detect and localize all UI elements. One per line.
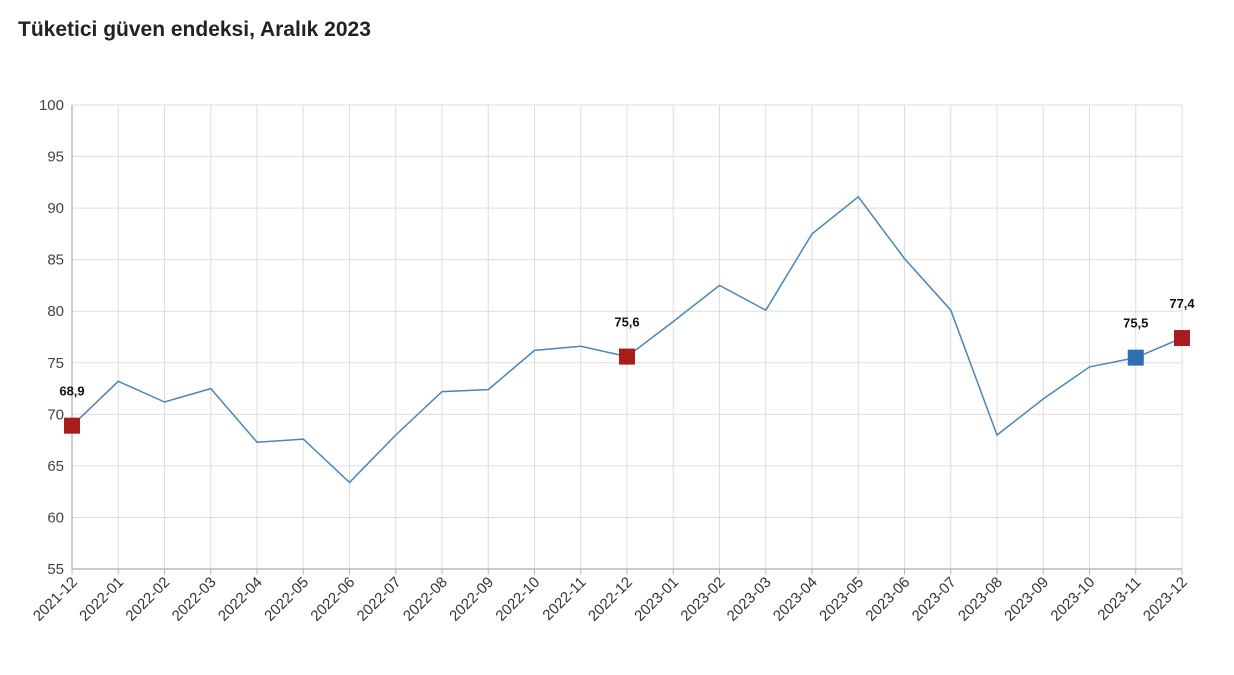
y-tick-labels: 55 60 65 70 75 80 85 90 95 100 [39, 97, 64, 578]
y-tick-label: 85 [47, 252, 64, 269]
x-tick-label: 2022-09 [446, 574, 497, 625]
x-tick-label: 2021-12 [30, 574, 81, 625]
data-label: 68,9 [59, 384, 84, 399]
data-label: 75,5 [1123, 316, 1148, 331]
x-tick-label: 2022-10 [492, 574, 543, 625]
x-tick-label: 2023-01 [631, 574, 682, 625]
data-label: 75,6 [614, 315, 639, 330]
x-tick-label: 2022-07 [354, 574, 405, 625]
x-tick-label: 2022-11 [539, 574, 589, 624]
y-tick-label: 90 [47, 200, 64, 217]
x-tick-label: 2022-12 [585, 574, 636, 625]
x-tick-label: 2023-05 [816, 574, 867, 625]
x-tick-label: 2023-12 [1140, 574, 1191, 625]
axes [71, 105, 1183, 575]
x-tick-label: 2023-11 [1094, 574, 1144, 624]
x-tick-label: 2023-07 [909, 574, 960, 625]
x-tick-label: 2023-08 [955, 574, 1006, 625]
y-tick-label: 70 [47, 406, 64, 423]
x-tick-label: 2023-02 [677, 574, 728, 625]
data-labels: 68,9 75,6 75,5 77,4 [59, 296, 1195, 399]
x-tick-label: 2023-03 [724, 574, 775, 625]
y-tick-label: 100 [39, 97, 64, 114]
chart-title: Tüketici güven endeksi, Aralık 2023 [18, 18, 371, 41]
x-tick-label: 2022-08 [400, 574, 451, 625]
x-tick-label: 2022-03 [169, 574, 220, 625]
highlight-marker [1174, 330, 1190, 347]
highlight-marker [619, 348, 635, 365]
x-tick-label: 2023-10 [1047, 574, 1098, 625]
y-tick-label: 60 [47, 509, 64, 526]
grid-lines [71, 104, 1183, 570]
x-tick-label: 2022-06 [307, 574, 358, 625]
y-tick-label: 80 [47, 303, 64, 320]
x-tick-label: 2023-06 [862, 574, 913, 625]
x-tick-labels: 2021-122022-012022-022022-032022-042022-… [30, 574, 1191, 625]
x-tick-label: 2023-09 [1001, 574, 1052, 625]
highlight-marker [1127, 349, 1144, 366]
y-tick-label: 55 [47, 561, 64, 578]
x-tick-label: 2022-02 [122, 574, 173, 625]
y-tick-label: 65 [47, 458, 64, 475]
x-tick-label: 2022-05 [261, 574, 312, 625]
y-tick-label: 95 [47, 149, 64, 166]
x-tick-label: 2022-04 [215, 574, 266, 625]
x-tick-label: 2023-04 [770, 574, 821, 625]
x-tick-label: 2022-01 [76, 574, 127, 625]
data-label: 77,4 [1169, 296, 1195, 311]
highlight-marker [64, 417, 80, 434]
y-tick-label: 75 [47, 355, 64, 372]
highlight-markers [64, 330, 1190, 434]
